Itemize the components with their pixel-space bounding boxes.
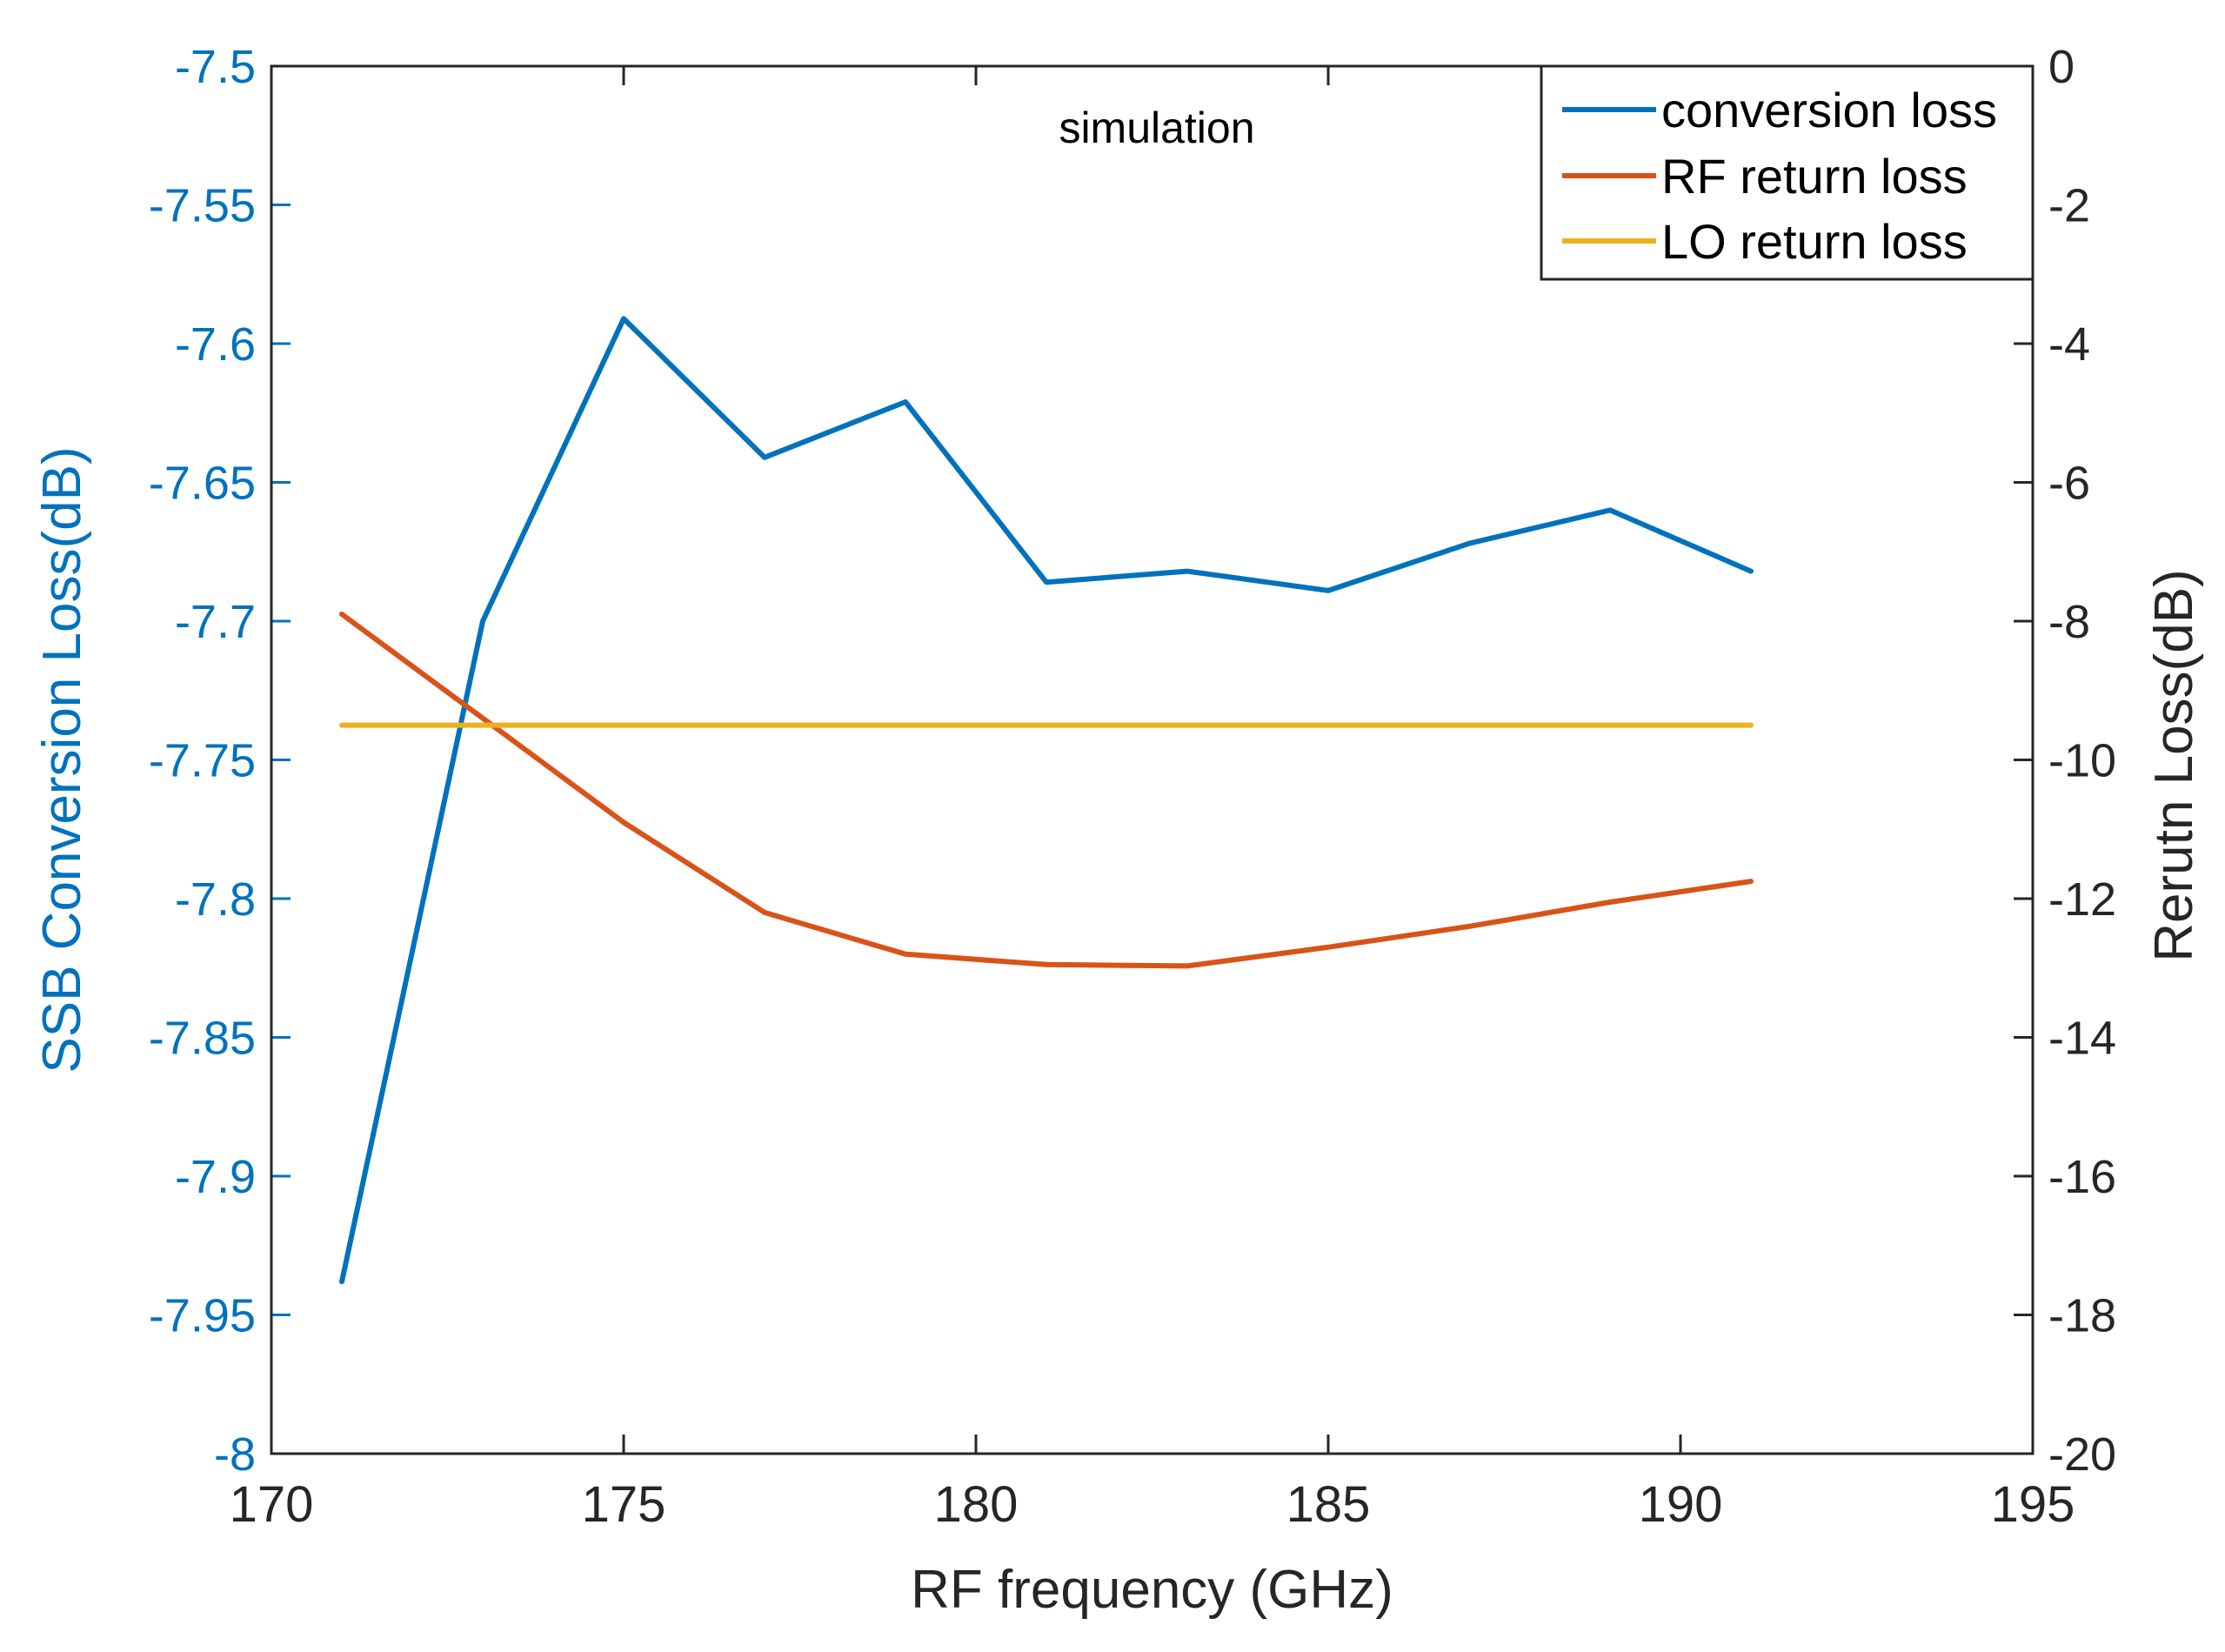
left-y-tick-label: -7.55 — [149, 180, 256, 232]
left-y-tick-label: -7.9 — [175, 1151, 256, 1203]
series-line-conversion-loss — [339, 316, 1754, 1285]
left-y-tick-label: -7.95 — [149, 1290, 256, 1342]
x-tick-label: 175 — [582, 1476, 666, 1533]
right-y-tick-label: -2 — [2048, 180, 2090, 232]
x-axis-label: RF frequency (GHz) — [911, 1560, 1393, 1620]
right-y-axis-label: Rerutn Loss(dB) — [2144, 569, 2204, 961]
legend-label-lo-return-loss: LO return loss — [1661, 214, 1968, 269]
right-y-tick-label: -16 — [2048, 1151, 2116, 1203]
right-y-tick-label: 0 — [2048, 41, 2075, 93]
axis-ticks: 170 175 180 185 190 195 -7.5 -7.55 -7.6 -7.65 -7.7… — [149, 41, 2116, 1533]
x-tick-label: 190 — [1639, 1476, 1723, 1533]
legend-label-rf-return-loss: RF return loss — [1661, 149, 1968, 204]
right-y-tick-label: -12 — [2048, 873, 2116, 926]
left-y-tick-label: -7.65 — [149, 458, 256, 510]
x-tick-label: 180 — [934, 1476, 1019, 1533]
legend: conversion loss RF return loss LO return… — [1540, 64, 2035, 281]
left-y-tick-label: -7.7 — [175, 596, 256, 648]
left-y-tick-label: -8 — [214, 1428, 256, 1481]
left-y-tick-label: -7.5 — [175, 41, 256, 93]
simulation-annotation: simulation — [1059, 104, 1254, 152]
right-y-tick-label: -4 — [2048, 318, 2090, 371]
right-y-tick-label: -14 — [2048, 1013, 2116, 1065]
right-y-tick-label: -18 — [2048, 1290, 2116, 1342]
x-tick-label: 170 — [230, 1476, 314, 1533]
left-y-tick-label: -7.85 — [149, 1013, 256, 1065]
right-y-tick-label: -10 — [2048, 735, 2116, 787]
left-y-axis-label: SSB Conversion Loss(dB) — [32, 446, 92, 1073]
right-y-tick-label: -20 — [2048, 1428, 2116, 1481]
series-line-rf-return-loss — [339, 612, 1754, 969]
right-y-tick-label: -6 — [2048, 458, 2090, 510]
left-y-tick-label: -7.75 — [149, 735, 256, 787]
legend-label-conversion-loss: conversion loss — [1661, 83, 1997, 137]
left-y-tick-label: -7.8 — [175, 873, 256, 926]
legend-box — [1540, 64, 2035, 281]
x-tick-label: 185 — [1286, 1476, 1371, 1533]
plot-area-frame — [270, 64, 2035, 1455]
left-y-tick-label: -7.6 — [175, 318, 256, 371]
x-tick-label: 195 — [1991, 1476, 2075, 1533]
data-series — [339, 316, 1754, 1285]
right-y-tick-label: -8 — [2048, 596, 2090, 648]
